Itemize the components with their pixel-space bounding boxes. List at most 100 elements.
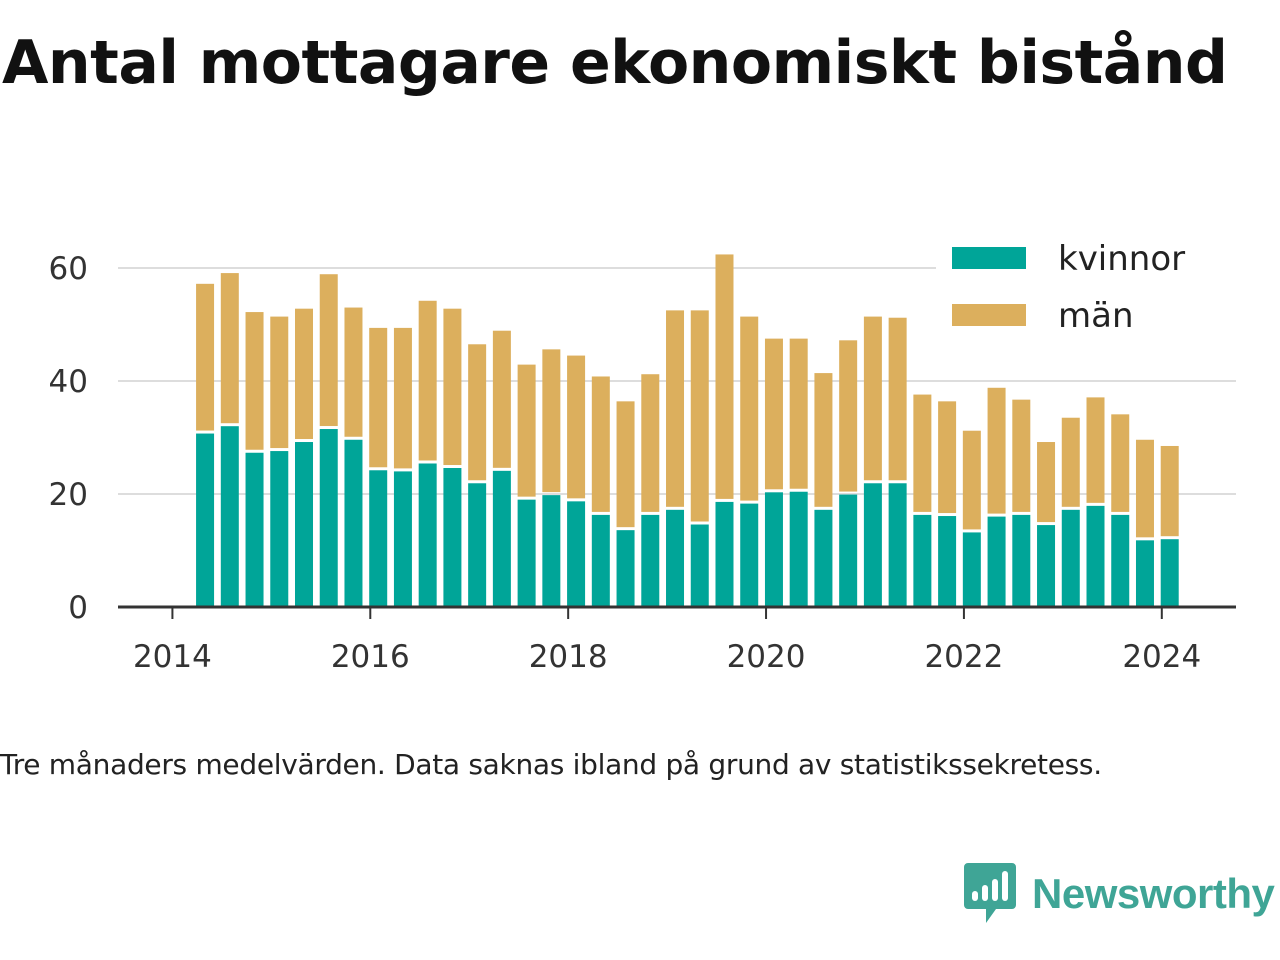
- bar-man: [443, 308, 462, 466]
- bar-kvinnor: [567, 501, 586, 607]
- bar-man: [319, 274, 338, 427]
- bar-kvinnor: [740, 503, 759, 607]
- legend: kvinnor män: [936, 228, 1236, 348]
- brand-name: Newsworthy: [1032, 870, 1275, 917]
- y-tick-label: 0: [68, 590, 88, 626]
- bar-man: [468, 344, 487, 481]
- bar-kvinnor: [987, 516, 1006, 607]
- bar-kvinnor: [938, 516, 957, 607]
- bar-kvinnor: [1111, 514, 1130, 607]
- bar-man: [1061, 417, 1080, 507]
- bar-kvinnor: [839, 494, 858, 607]
- chart-title: Antal mottagare ekonomiskt bistånd: [2, 28, 1228, 98]
- bar-kvinnor: [443, 468, 462, 607]
- bar-kvinnor: [888, 483, 907, 607]
- y-axis: 0 20 40 60: [49, 251, 88, 626]
- bar-man: [1135, 439, 1154, 538]
- bar-man: [789, 338, 808, 489]
- x-axis: 2014 2016 2018 2020 2022 2024: [118, 605, 1236, 675]
- bar-man: [740, 316, 759, 501]
- bar-kvinnor: [863, 483, 882, 607]
- bar-man: [715, 254, 734, 499]
- bar-kvinnor: [715, 501, 734, 607]
- bar-kvinnor: [1061, 509, 1080, 607]
- x-tick-label: 2022: [924, 639, 1003, 675]
- bar-kvinnor: [1135, 540, 1154, 607]
- bar-man: [863, 316, 882, 481]
- bar-man: [591, 376, 610, 512]
- newsworthy-logo-icon: [964, 863, 1016, 923]
- bar-kvinnor: [369, 470, 388, 607]
- bar-kvinnor: [814, 509, 833, 607]
- legend-label-kvinnor: kvinnor: [1058, 239, 1185, 279]
- bar-kvinnor: [393, 471, 412, 607]
- bar-man: [196, 283, 215, 431]
- x-tick-label: 2020: [727, 639, 806, 675]
- bar-man: [1086, 397, 1105, 503]
- bar-man: [369, 327, 388, 468]
- bar-kvinnor: [542, 495, 561, 607]
- y-tick-label: 40: [49, 364, 88, 400]
- bar-man: [1012, 399, 1031, 512]
- bar-man: [295, 308, 314, 440]
- bar-kvinnor: [220, 426, 239, 607]
- bar-kvinnor: [468, 483, 487, 607]
- stacked-bar-chart: 2014 2016 2018 2020 2022 2024 0 20 40 60 kvinnor…: [48, 228, 1236, 675]
- legend-swatch-kvinnor: [952, 247, 1026, 269]
- bar-kvinnor: [690, 524, 709, 607]
- bar-man: [888, 317, 907, 481]
- x-tick-label: 2018: [529, 639, 608, 675]
- bar-kvinnor: [1012, 514, 1031, 607]
- bar-man: [270, 316, 289, 449]
- bar-man: [393, 327, 412, 469]
- bar-man: [616, 401, 635, 528]
- bar-kvinnor: [591, 514, 610, 607]
- bar-man: [1111, 414, 1130, 512]
- y-tick-label: 60: [49, 251, 88, 287]
- bar-kvinnor: [962, 532, 981, 607]
- bar-kvinnor: [344, 439, 363, 607]
- bar-man: [418, 300, 437, 461]
- bar-kvinnor: [196, 433, 215, 607]
- bar-kvinnor: [764, 492, 783, 607]
- bar-man: [666, 310, 685, 507]
- bar-kvinnor: [616, 530, 635, 607]
- bar-man: [938, 401, 957, 514]
- bar-kvinnor: [319, 429, 338, 607]
- bar-man: [567, 355, 586, 499]
- bar-kvinnor: [666, 509, 685, 607]
- bar-kvinnor: [245, 452, 264, 607]
- bar-man: [492, 330, 511, 468]
- bar-kvinnor: [295, 442, 314, 607]
- bar-kvinnor: [418, 463, 437, 607]
- bar-kvinnor: [1037, 525, 1056, 607]
- bar-man: [1037, 442, 1056, 523]
- bar-man: [987, 387, 1006, 514]
- legend-label-man: män: [1058, 296, 1134, 336]
- bar-man: [814, 373, 833, 507]
- y-tick-label: 20: [49, 477, 88, 513]
- bar-man: [690, 310, 709, 522]
- bar-kvinnor: [1086, 505, 1105, 607]
- bar-man: [839, 340, 858, 492]
- bar-man: [764, 338, 783, 490]
- bars: [196, 254, 1179, 607]
- bar-kvinnor: [789, 491, 808, 607]
- bar-kvinnor: [492, 470, 511, 607]
- bar-kvinnor: [1160, 539, 1179, 607]
- x-tick-label: 2024: [1122, 639, 1201, 675]
- bar-man: [245, 312, 264, 450]
- x-tick-label: 2014: [133, 639, 212, 675]
- bar-man: [517, 364, 536, 497]
- bar-man: [542, 349, 561, 493]
- bar-kvinnor: [641, 514, 660, 607]
- footnote: Tre månaders medelvärden. Data saknas ib…: [0, 748, 1102, 781]
- bar-man: [641, 374, 660, 512]
- x-tick-label: 2016: [331, 639, 410, 675]
- brand-logo[interactable]: Newsworthy: [964, 862, 1275, 926]
- bar-man: [1160, 445, 1179, 537]
- bar-man: [913, 394, 932, 512]
- bar-man: [962, 430, 981, 530]
- legend-swatch-man: [952, 304, 1026, 326]
- bar-man: [220, 273, 239, 424]
